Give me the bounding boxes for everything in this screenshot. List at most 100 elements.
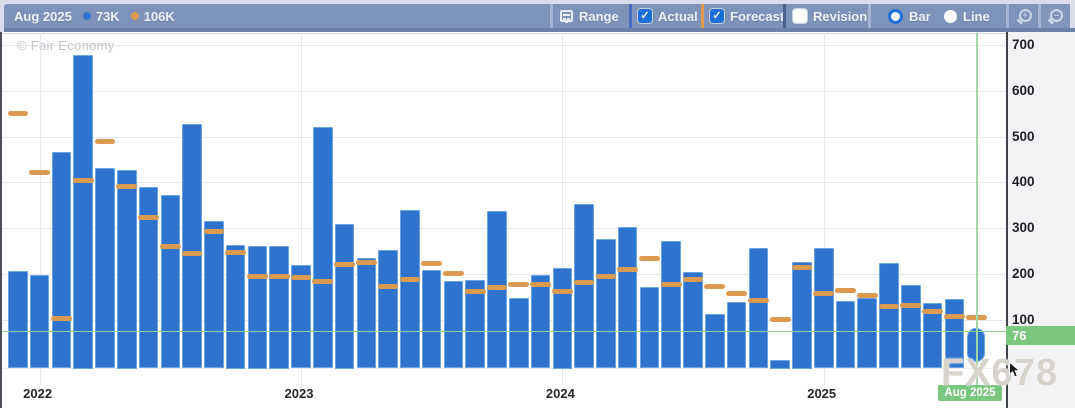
bar-actual[interactable] <box>508 298 529 369</box>
revision-toggle[interactable]: Revision <box>793 4 867 28</box>
forecast-marker[interactable] <box>421 261 443 267</box>
bar-actual[interactable] <box>204 221 224 369</box>
bar-actual[interactable] <box>901 284 921 369</box>
bar-actual[interactable] <box>247 246 268 369</box>
forecast-marker[interactable] <box>159 243 181 249</box>
bar-actual[interactable] <box>182 123 202 369</box>
forecast-marker[interactable] <box>225 249 247 255</box>
forecast-marker[interactable] <box>399 277 421 283</box>
bar-radio[interactable]: Bar <box>888 4 931 28</box>
range-button[interactable]: Range <box>560 4 619 28</box>
forecast-marker[interactable] <box>552 288 573 294</box>
bar-actual[interactable] <box>116 169 137 369</box>
forecast-marker[interactable] <box>247 274 268 280</box>
bar-actual[interactable] <box>922 302 943 369</box>
forecast-marker[interactable] <box>878 303 900 309</box>
forecast-marker[interactable] <box>922 308 943 314</box>
forecast-marker[interactable] <box>464 288 486 294</box>
bar-actual[interactable] <box>967 328 986 362</box>
bar-actual[interactable] <box>465 280 486 369</box>
forecast-marker[interactable] <box>726 290 747 296</box>
bar-actual[interactable] <box>813 248 834 369</box>
forecast-marker[interactable] <box>682 277 704 283</box>
zoom-out-button[interactable]: – <box>1041 4 1070 28</box>
forecast-marker[interactable] <box>94 138 116 144</box>
bar-actual[interactable] <box>291 264 311 369</box>
bar-actual[interactable] <box>574 203 594 369</box>
forecast-marker[interactable] <box>595 274 617 280</box>
bar-actual[interactable] <box>138 186 159 369</box>
bar-actual[interactable] <box>334 224 355 369</box>
forecast-toggle[interactable]: ✓ Forecast <box>710 4 784 28</box>
forecast-marker[interactable] <box>639 255 660 261</box>
forecast-marker[interactable] <box>377 284 399 290</box>
bar-actual[interactable] <box>378 249 398 369</box>
bar-actual[interactable] <box>51 151 72 369</box>
bar-actual[interactable] <box>726 302 747 369</box>
forecast-marker[interactable] <box>138 215 159 221</box>
bar-actual[interactable] <box>269 245 290 369</box>
bar-actual[interactable] <box>705 314 725 369</box>
bar-actual[interactable] <box>792 261 812 369</box>
forecast-marker[interactable] <box>334 262 355 268</box>
zoom-in-button[interactable]: + <box>1011 4 1037 28</box>
forecast-marker[interactable] <box>7 111 29 117</box>
forecast-marker[interactable] <box>508 282 530 288</box>
forecast-marker[interactable] <box>769 317 791 323</box>
forecast-marker[interactable] <box>290 274 312 280</box>
bar-actual[interactable] <box>596 239 616 369</box>
bar-actual[interactable] <box>356 258 377 369</box>
bar-actual[interactable] <box>661 241 682 369</box>
bar-actual[interactable] <box>29 274 50 369</box>
forecast-marker[interactable] <box>355 259 377 265</box>
forecast-marker[interactable] <box>29 169 50 175</box>
bar-actual[interactable] <box>683 271 703 369</box>
radio-unselected-icon[interactable] <box>944 9 957 23</box>
bar-actual[interactable] <box>73 55 93 369</box>
forecast-marker[interactable] <box>116 184 138 190</box>
forecast-marker[interactable] <box>203 228 225 234</box>
forecast-marker[interactable] <box>856 292 878 298</box>
forecast-marker[interactable] <box>900 303 922 308</box>
forecast-marker[interactable] <box>268 274 290 280</box>
forecast-marker[interactable] <box>944 314 965 319</box>
radio-selected-icon[interactable] <box>888 8 903 24</box>
forecast-marker[interactable] <box>573 279 595 285</box>
actual-checkbox-icon[interactable]: ✓ <box>638 9 652 23</box>
bar-actual[interactable] <box>530 274 551 369</box>
forecast-marker[interactable] <box>486 284 508 290</box>
bar-actual[interactable] <box>312 126 333 369</box>
bar-actual[interactable] <box>617 227 638 369</box>
bar-actual[interactable] <box>835 300 856 369</box>
bar-actual[interactable] <box>639 286 660 369</box>
revision-checkbox-icon[interactable] <box>793 9 807 23</box>
forecast-marker[interactable] <box>660 282 682 288</box>
forecast-marker[interactable] <box>791 265 813 270</box>
actual-toggle[interactable]: ✓ Actual <box>638 4 698 28</box>
forecast-marker[interactable] <box>443 271 464 277</box>
forecast-marker[interactable] <box>181 250 203 256</box>
bar-actual[interactable] <box>400 209 420 369</box>
bar-actual[interactable] <box>8 270 28 369</box>
forecast-marker[interactable] <box>312 279 334 285</box>
bar-actual[interactable] <box>552 267 573 369</box>
line-radio[interactable]: Line <box>944 4 990 28</box>
bar-actual[interactable] <box>95 168 115 369</box>
bar-actual[interactable] <box>160 195 181 369</box>
forecast-marker[interactable] <box>72 177 94 183</box>
bar-actual[interactable] <box>857 297 878 369</box>
forecast-marker[interactable] <box>813 290 835 296</box>
bar-actual[interactable] <box>879 263 899 369</box>
forecast-checkbox-icon[interactable]: ✓ <box>710 9 724 23</box>
forecast-marker[interactable] <box>530 282 551 288</box>
bar-actual[interactable] <box>421 269 442 369</box>
bar-actual[interactable] <box>748 248 769 369</box>
bar-actual[interactable] <box>443 280 464 369</box>
forecast-marker[interactable] <box>617 266 639 272</box>
bar-actual[interactable] <box>225 245 246 369</box>
forecast-marker[interactable] <box>835 288 856 294</box>
bar-actual[interactable] <box>770 360 790 369</box>
forecast-marker[interactable] <box>51 316 72 322</box>
forecast-marker[interactable] <box>748 298 769 303</box>
plot-area[interactable]: © Fair Economy <box>0 32 1006 408</box>
